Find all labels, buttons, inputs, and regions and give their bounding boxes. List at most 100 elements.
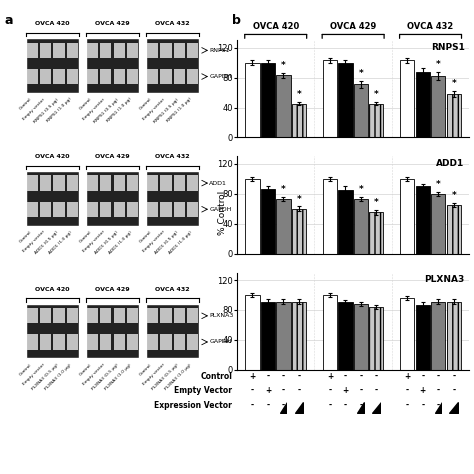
Text: -: - (266, 401, 270, 410)
FancyBboxPatch shape (173, 69, 185, 84)
FancyBboxPatch shape (114, 201, 125, 217)
FancyBboxPatch shape (127, 175, 138, 191)
Text: OVCA 429: OVCA 429 (95, 154, 130, 159)
Text: -: - (297, 386, 301, 395)
Bar (246, 295, 260, 370)
Text: -: - (251, 386, 254, 395)
Text: PLXNA3 (1.0 µg): PLXNA3 (1.0 µg) (164, 363, 192, 391)
Polygon shape (280, 402, 287, 413)
Text: PLXNA3 (1.0 µg): PLXNA3 (1.0 µg) (104, 363, 133, 391)
FancyBboxPatch shape (27, 175, 38, 191)
Text: OVCA 432: OVCA 432 (155, 154, 190, 159)
Text: GAPDH: GAPDH (210, 339, 232, 345)
Text: Control: Control (79, 363, 92, 376)
FancyBboxPatch shape (87, 201, 98, 217)
Bar (354, 84, 368, 137)
Text: Empty vector: Empty vector (22, 230, 46, 254)
Text: -: - (251, 401, 254, 410)
FancyBboxPatch shape (26, 38, 79, 93)
Bar (431, 76, 446, 137)
Text: Control: Control (18, 97, 32, 111)
Text: Empty vector: Empty vector (142, 97, 166, 121)
Text: ADD1: ADD1 (210, 181, 227, 186)
Text: -: - (266, 372, 270, 381)
Text: *: * (451, 191, 456, 200)
Text: Control: Control (139, 230, 153, 244)
Text: OVCA 432: OVCA 432 (408, 22, 454, 30)
FancyBboxPatch shape (87, 43, 98, 58)
FancyBboxPatch shape (160, 43, 172, 58)
Bar (338, 63, 353, 137)
Text: -: - (359, 386, 363, 395)
FancyBboxPatch shape (67, 308, 78, 323)
Text: OVCA 429: OVCA 429 (330, 22, 376, 30)
Text: OVCA 420: OVCA 420 (35, 21, 70, 27)
FancyBboxPatch shape (87, 175, 98, 191)
Text: *: * (297, 194, 301, 203)
Polygon shape (357, 402, 365, 413)
Text: Control: Control (139, 97, 153, 111)
Text: -: - (328, 386, 331, 395)
Text: PLXNA3 (1.0 µg): PLXNA3 (1.0 µg) (45, 363, 73, 391)
Text: -: - (406, 401, 409, 410)
FancyBboxPatch shape (100, 69, 111, 84)
Text: RNPS1: RNPS1 (210, 48, 230, 53)
Text: +: + (249, 372, 255, 381)
FancyBboxPatch shape (100, 334, 111, 350)
FancyBboxPatch shape (26, 304, 79, 358)
Text: OVCA 432: OVCA 432 (155, 21, 190, 27)
Bar (354, 199, 368, 254)
FancyBboxPatch shape (114, 69, 125, 84)
Text: Control: Control (79, 230, 92, 244)
Bar (323, 295, 337, 370)
FancyBboxPatch shape (147, 201, 158, 217)
Text: OVCA 429: OVCA 429 (95, 21, 130, 27)
FancyBboxPatch shape (87, 69, 98, 84)
Bar (246, 179, 260, 254)
FancyBboxPatch shape (187, 175, 198, 191)
Text: % Control: % Control (219, 191, 227, 236)
Text: ADD1 (1.0 µg): ADD1 (1.0 µg) (108, 230, 133, 255)
Bar (261, 302, 275, 370)
Text: -: - (437, 401, 440, 410)
FancyBboxPatch shape (26, 171, 79, 226)
Text: ADD1 (1.0 µg): ADD1 (1.0 µg) (48, 230, 73, 255)
FancyBboxPatch shape (40, 334, 51, 350)
FancyBboxPatch shape (173, 308, 185, 323)
FancyBboxPatch shape (147, 69, 158, 84)
Text: PLXNA3: PLXNA3 (210, 313, 234, 319)
Text: a: a (5, 14, 13, 27)
FancyBboxPatch shape (54, 334, 64, 350)
Text: OVCA 420: OVCA 420 (35, 154, 70, 159)
FancyBboxPatch shape (54, 308, 64, 323)
FancyBboxPatch shape (100, 175, 111, 191)
Text: -: - (297, 372, 301, 381)
FancyBboxPatch shape (127, 201, 138, 217)
FancyBboxPatch shape (67, 69, 78, 84)
Text: -: - (452, 372, 456, 381)
Text: -: - (282, 372, 285, 381)
Text: +: + (265, 386, 271, 395)
Bar (369, 104, 383, 137)
FancyBboxPatch shape (160, 69, 172, 84)
Bar (447, 302, 461, 370)
FancyBboxPatch shape (86, 171, 139, 226)
Text: -: - (452, 386, 456, 395)
Text: PLXNA3 (0.5 µg): PLXNA3 (0.5 µg) (91, 363, 119, 391)
Text: -: - (328, 401, 331, 410)
Text: -: - (359, 372, 363, 381)
Text: *: * (374, 91, 379, 100)
Text: Empty Vector: Empty Vector (174, 386, 232, 395)
Text: Empty vector: Empty vector (82, 230, 106, 254)
FancyBboxPatch shape (146, 171, 200, 226)
Text: ADD1 (0.5 µg): ADD1 (0.5 µg) (94, 230, 119, 255)
Text: *: * (358, 185, 363, 194)
Text: GAPDH: GAPDH (210, 207, 232, 212)
FancyBboxPatch shape (100, 43, 111, 58)
Bar (323, 61, 337, 137)
Text: -: - (406, 386, 409, 395)
FancyBboxPatch shape (27, 69, 38, 84)
FancyBboxPatch shape (87, 334, 98, 350)
Bar (323, 179, 337, 254)
FancyBboxPatch shape (40, 43, 51, 58)
